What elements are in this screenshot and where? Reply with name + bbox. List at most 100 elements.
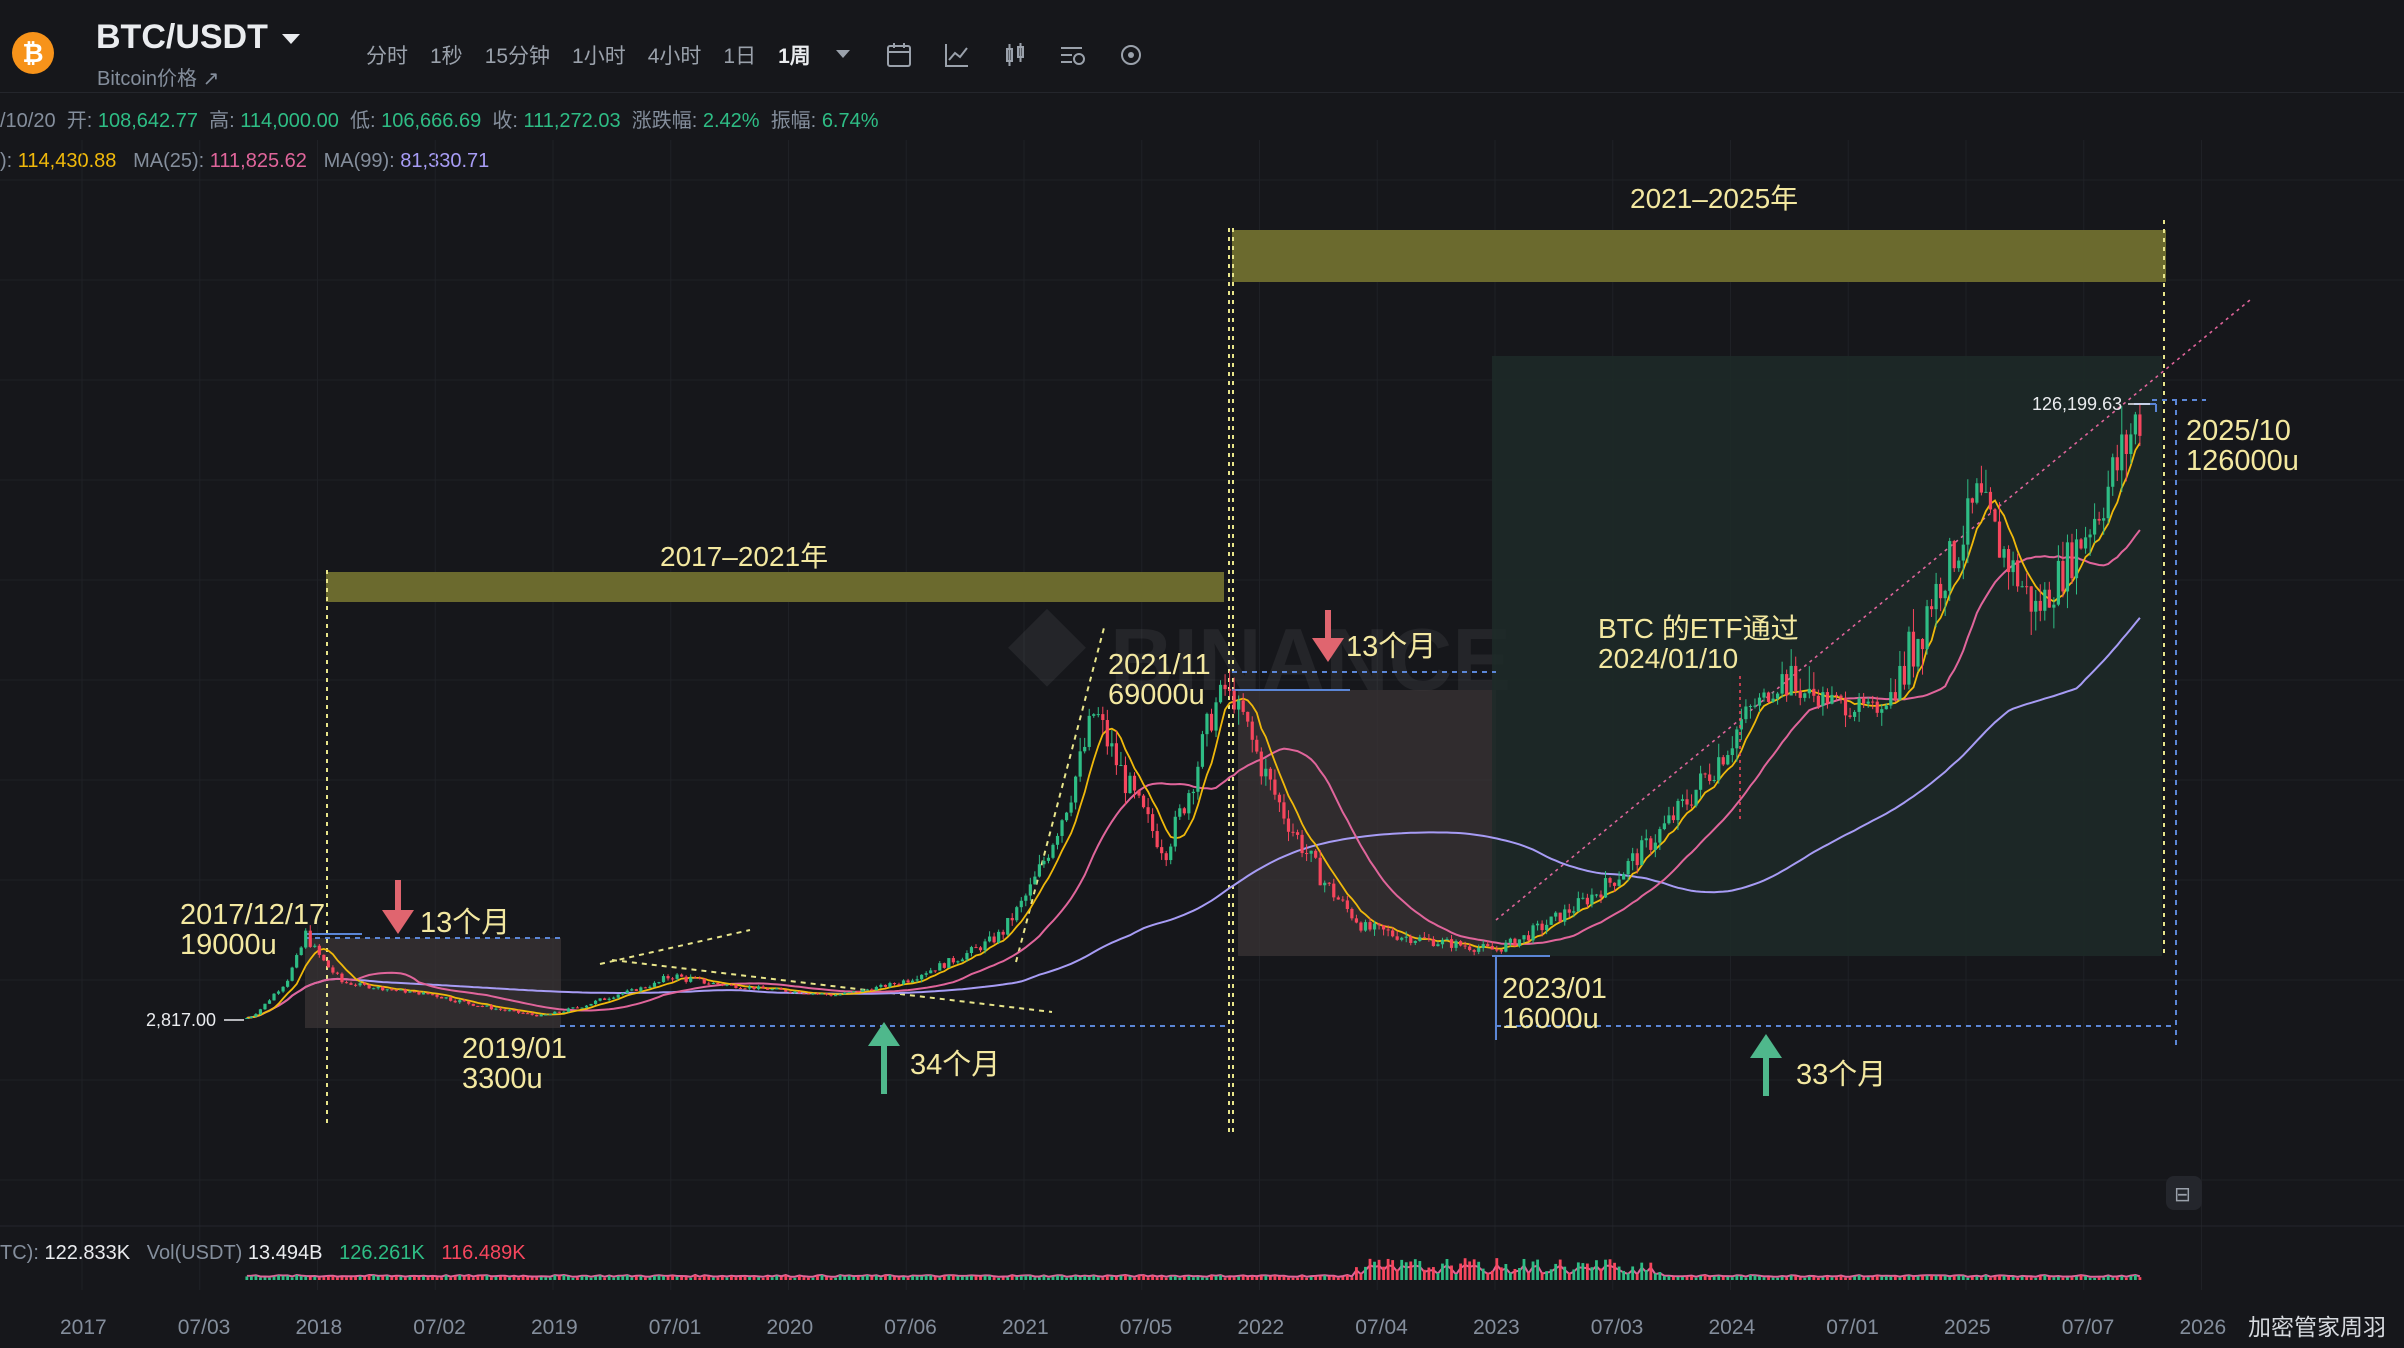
settings-icon[interactable] — [1116, 40, 1146, 70]
tab-interval-1w[interactable]: 1周 — [778, 45, 811, 68]
volume-bar — [725, 1277, 729, 1280]
candle-body — [1141, 795, 1146, 808]
candle-body — [2070, 542, 2074, 579]
volume-bar — [847, 1275, 851, 1280]
candle-body — [1300, 834, 1304, 854]
candle-body — [770, 989, 774, 991]
candle-body — [1404, 936, 1408, 938]
candle-body — [797, 991, 801, 994]
candle-body — [779, 988, 783, 990]
volume-bar — [277, 1275, 280, 1280]
volume-bar — [295, 1275, 299, 1280]
volume-bar — [648, 1277, 652, 1280]
candle-body — [1572, 911, 1576, 913]
pair-subtitle[interactable]: Bitcoin价格 ↗ — [97, 68, 220, 90]
candle-body — [1359, 922, 1363, 931]
volume-bar — [711, 1277, 715, 1280]
calendar-icon[interactable] — [884, 40, 914, 70]
volume-bar — [770, 1277, 774, 1280]
volume-bar — [458, 1275, 462, 1280]
indicator-settings-icon[interactable] — [1058, 40, 1088, 70]
trend-line-2020 — [1015, 623, 1106, 963]
volume-bar — [1975, 1276, 1979, 1280]
candle-body — [1427, 938, 1431, 940]
volume-bar — [1826, 1276, 1829, 1280]
volume-bar — [1744, 1277, 1748, 1280]
candle-body — [652, 982, 657, 987]
indicator-toggle-button[interactable] — [2166, 1176, 2202, 1210]
candle-body — [1504, 942, 1508, 952]
candle-body — [1305, 853, 1309, 855]
volume-bar — [1595, 1260, 1598, 1280]
candle-body — [802, 993, 806, 995]
interval-more-chevron-icon[interactable] — [836, 50, 850, 58]
volume-bar — [331, 1276, 335, 1280]
candle-body — [1232, 690, 1236, 710]
candle-body — [1640, 840, 1644, 866]
volume-bar — [512, 1276, 516, 1280]
candle-body — [675, 974, 679, 979]
tab-interval-1h[interactable]: 1小时 — [572, 45, 626, 68]
volume-bar — [381, 1276, 385, 1280]
volume-bar — [897, 1277, 901, 1280]
candle-body — [1354, 918, 1359, 923]
candle-body — [1454, 941, 1458, 948]
tab-interval-time[interactable]: 分时 — [366, 45, 408, 68]
candle-body — [1526, 935, 1531, 941]
candle-body — [1852, 711, 1857, 717]
volume-bar — [440, 1277, 443, 1280]
candle-body — [1943, 590, 1947, 599]
peak-2021-price: 69000u — [1108, 679, 1205, 711]
tab-interval-1s[interactable]: 1秒 — [430, 45, 463, 68]
x-tick-label: 2022 — [1238, 1316, 1285, 1339]
volume-bar — [326, 1276, 330, 1280]
list-icon[interactable]: ⊟ — [2174, 1184, 2191, 1206]
candle-body — [969, 947, 974, 954]
candle-body — [1422, 937, 1426, 939]
candle-body — [648, 986, 652, 988]
volume-bar — [870, 1276, 874, 1280]
tab-interval-4h[interactable]: 4小时 — [647, 45, 702, 68]
close-value: 111,272.03 — [523, 110, 621, 132]
candle-body — [317, 945, 321, 955]
tab-interval-15m[interactable]: 15分钟 — [484, 45, 551, 68]
volume-bar — [1128, 1276, 1132, 1280]
volume-bar — [2093, 1277, 2097, 1280]
candle-body — [992, 936, 996, 943]
volume-bar — [1237, 1276, 1241, 1280]
bear-duration-2022: 13个月 — [1346, 631, 1436, 663]
candles-icon[interactable] — [1000, 40, 1030, 70]
candle-body — [512, 1010, 516, 1012]
candle-body — [1984, 491, 1988, 493]
candle-body — [1753, 705, 1757, 707]
ma99-label: MA(99): — [323, 150, 395, 172]
candle-body — [1006, 917, 1010, 935]
volume-bar — [915, 1276, 919, 1280]
volume-bar — [286, 1275, 290, 1280]
candle-body — [1545, 924, 1549, 931]
candle-body — [276, 991, 281, 994]
candle-body — [313, 945, 317, 947]
tab-interval-1d[interactable]: 1日 — [723, 45, 757, 68]
candle-body — [892, 983, 897, 985]
volume-bar — [1857, 1275, 1861, 1280]
candle-body — [507, 1010, 512, 1012]
candle-body — [865, 989, 869, 991]
pair-title[interactable]: BTC/USDT — [96, 18, 268, 56]
candle-body — [553, 1011, 557, 1015]
volume-bar — [1694, 1277, 1698, 1280]
candle-body — [2093, 518, 2097, 535]
chevron-down-icon[interactable] — [282, 34, 300, 44]
volume-bar — [2088, 1277, 2092, 1280]
volume-bar — [1622, 1270, 1626, 1280]
candle-body — [1880, 709, 1884, 713]
volume-ma-line — [246, 1263, 2141, 1278]
volume-bar — [1305, 1277, 1308, 1280]
volume-bar — [1015, 1276, 1019, 1280]
volume-bar — [1830, 1277, 1834, 1280]
candle-body — [2047, 589, 2051, 608]
candle-body — [1626, 861, 1630, 875]
line-chart-icon[interactable] — [942, 40, 972, 70]
candle-body — [2106, 486, 2110, 519]
